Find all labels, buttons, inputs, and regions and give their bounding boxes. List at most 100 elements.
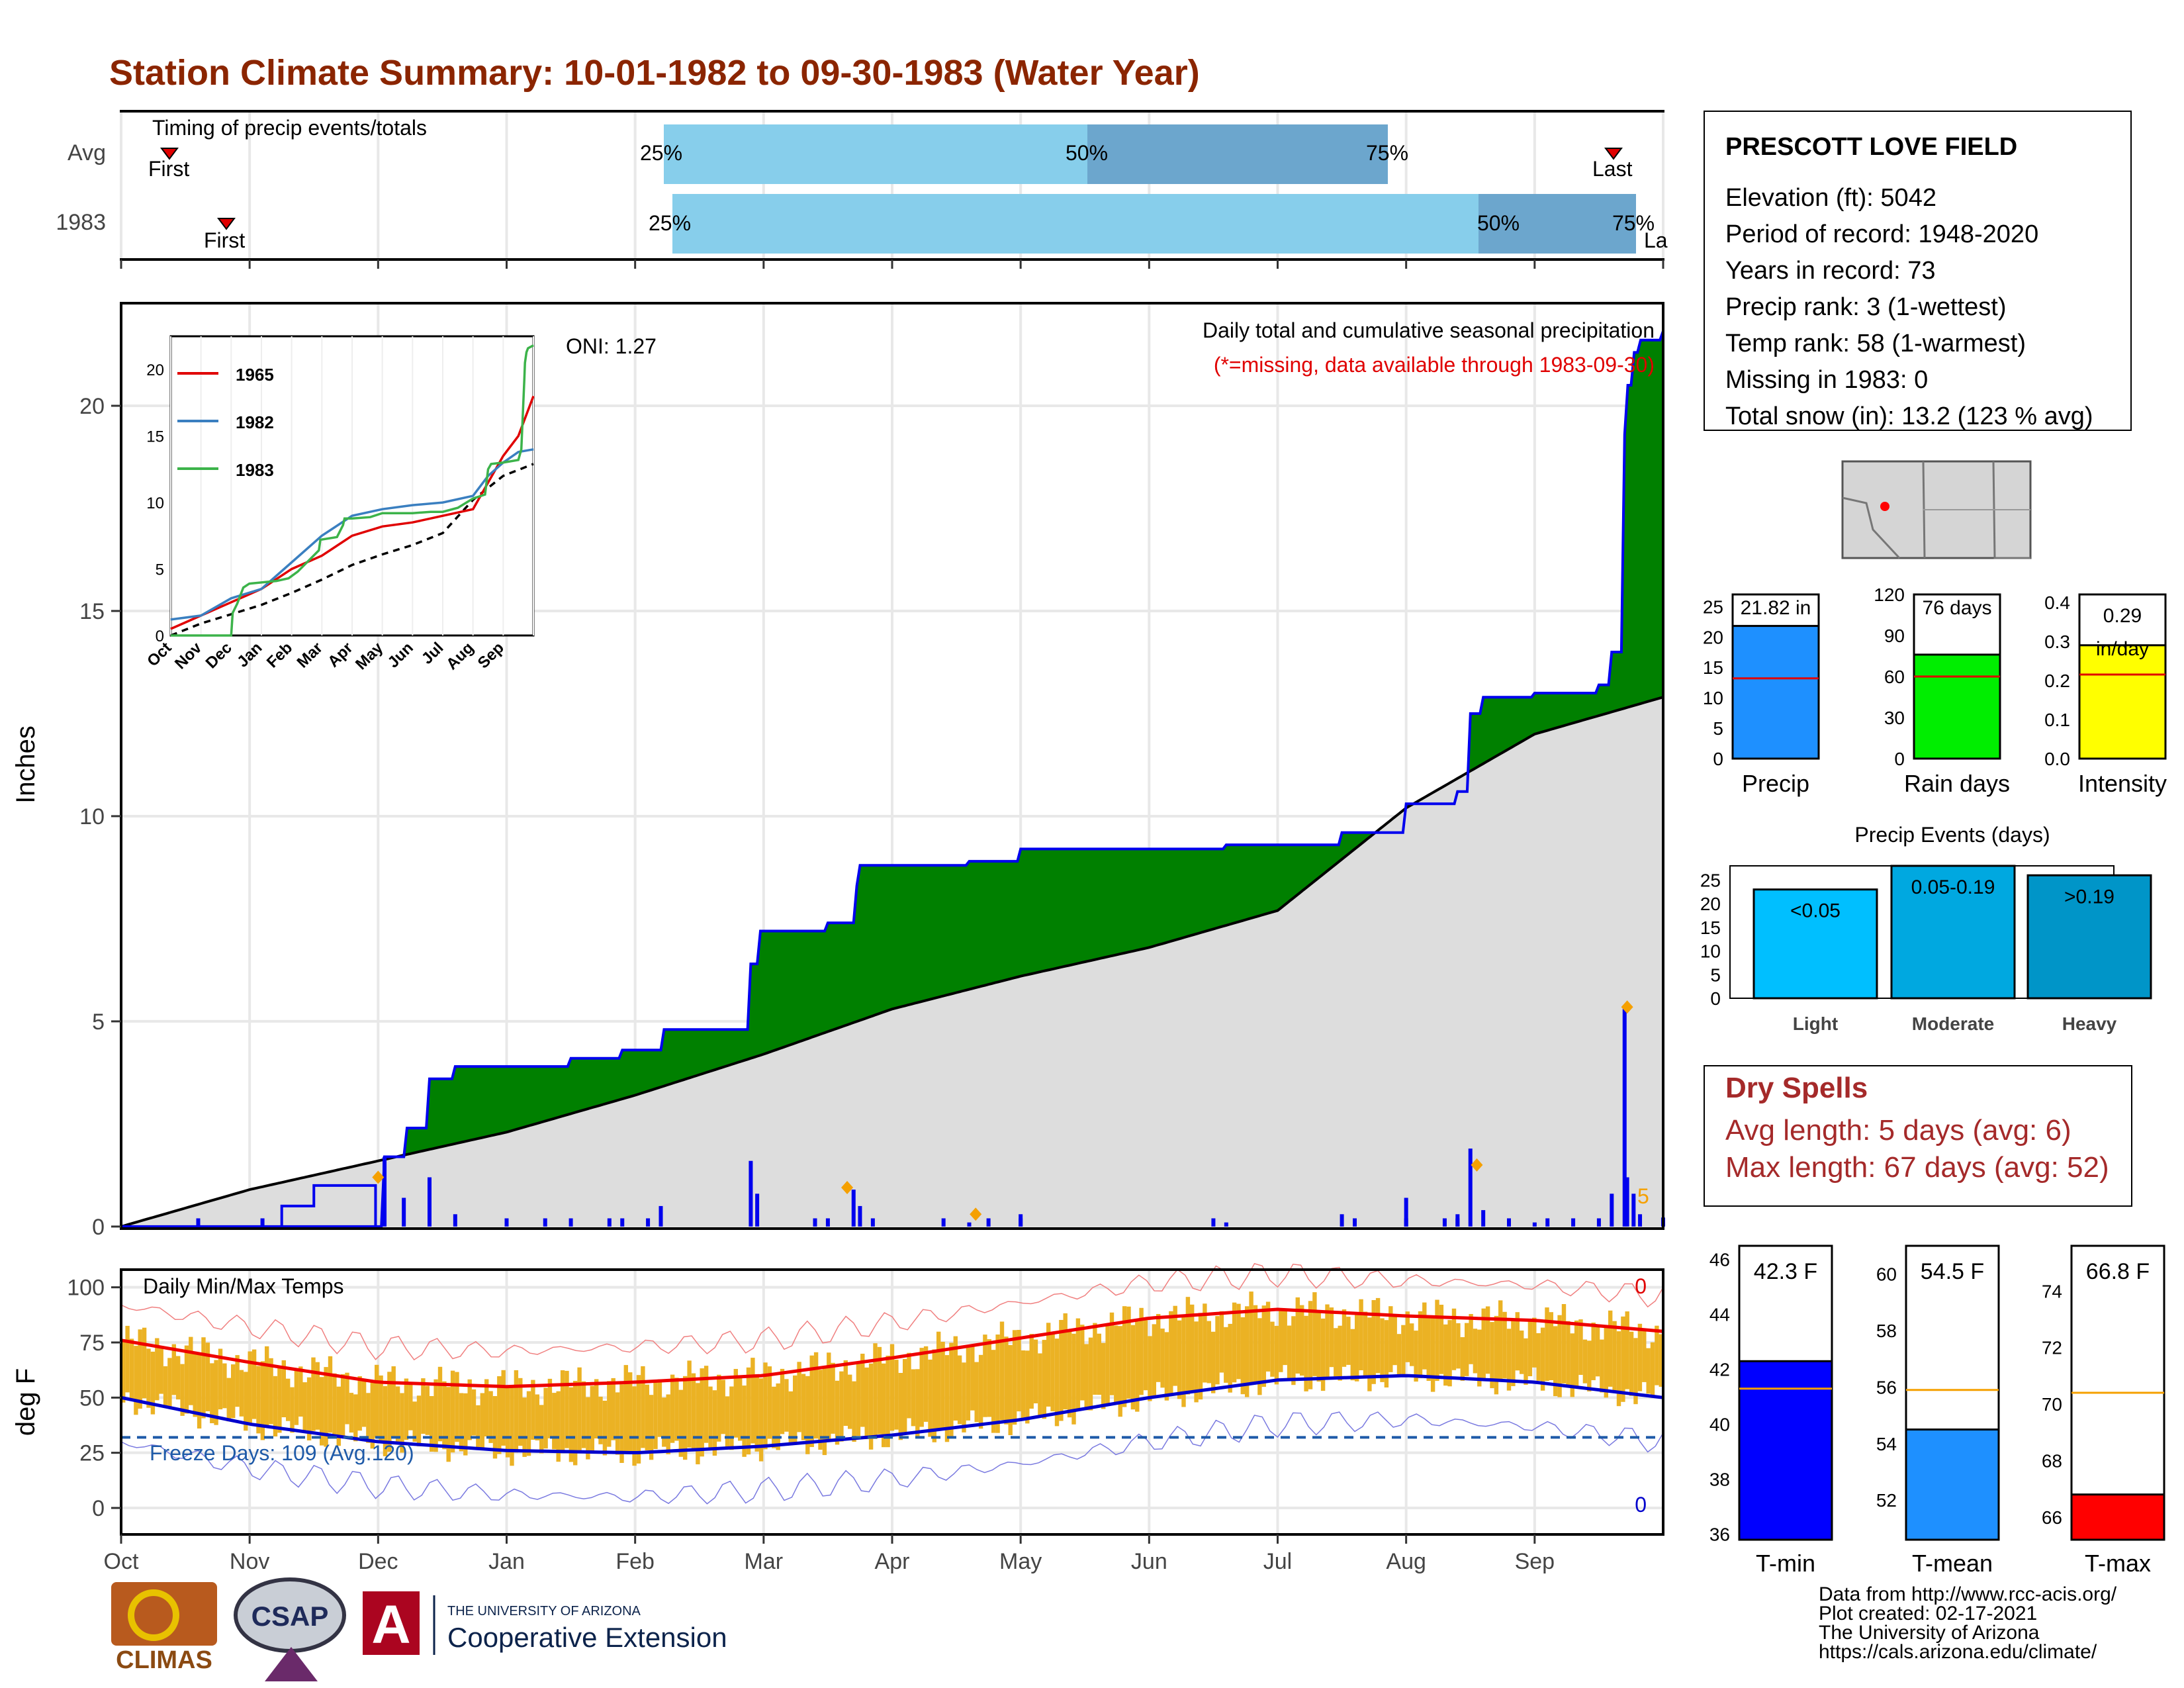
csap-wordmark: CSAP — [251, 1601, 329, 1632]
ua-logo: A THE UNIVERSITY OF ARIZONA Cooperative … — [363, 1591, 727, 1655]
temp-summary-value-0: 42.3 F — [1754, 1259, 1817, 1284]
daily-temp-bar — [1401, 1325, 1406, 1376]
daily-temp-bar — [505, 1387, 510, 1458]
temp-ytick: 75 — [79, 1331, 105, 1356]
daily-temp-bar — [864, 1367, 869, 1440]
daily-temp-bar — [1021, 1350, 1026, 1419]
daily-temp-bar — [1101, 1342, 1106, 1409]
temp-summary-value-1: 54.5 F — [1921, 1259, 1984, 1284]
oni-label: ONI: 1.27 — [566, 334, 657, 358]
daily-temp-bar — [1164, 1332, 1169, 1401]
temp-ytick: 100 — [67, 1276, 105, 1301]
daily-temp-bar — [125, 1325, 130, 1393]
daily-temp-bar — [772, 1386, 776, 1448]
month-label: Mar — [745, 1549, 784, 1574]
daily-temp-bar — [903, 1359, 907, 1432]
daily-temp-bar — [594, 1379, 599, 1438]
daily-precip-bar — [1019, 1218, 1023, 1227]
daily-temp-bar — [1384, 1320, 1389, 1387]
daily-temp-bar — [1439, 1305, 1444, 1374]
summary-ytick: 0 — [1713, 749, 1723, 769]
daily-temp-bar — [1527, 1321, 1533, 1376]
temp-summary-ytick: 36 — [1709, 1524, 1730, 1545]
daily-temp-bar — [923, 1346, 929, 1422]
daily-temp-bar — [1574, 1320, 1579, 1388]
daily-temp-bar — [277, 1367, 282, 1433]
observed-cumulative-line — [121, 330, 1664, 1228]
daily-temp-bar — [653, 1380, 658, 1449]
temp-ytick: 25 — [79, 1441, 105, 1466]
daily-temp-bar — [244, 1372, 248, 1431]
daily-temp-bar — [1498, 1300, 1503, 1382]
precip-panel: 0 5 10 15 20 Inches ONI: 1.27 Daily total an… — [11, 302, 1665, 1240]
events-ytick: 10 — [1700, 941, 1721, 962]
daily-temp-bar — [501, 1370, 506, 1446]
events-range-0: <0.05 — [1790, 900, 1841, 922]
daily-temp-bar — [1312, 1292, 1317, 1376]
daily-temp-bar — [1485, 1306, 1490, 1374]
summary-ytick: 90 — [1884, 626, 1905, 646]
bottom-count: 0 — [1635, 1493, 1647, 1517]
temp-ytick: 0 — [92, 1496, 105, 1521]
daily-temp-bar — [416, 1395, 422, 1446]
daily-temp-bar — [1435, 1299, 1439, 1382]
precip-note: Daily total and cumulative seasonal prec… — [1203, 318, 1655, 342]
q25-1983: 25% — [649, 211, 691, 235]
dry-spells-box: Dry Spells Avg length: 5 days (avg: 6) M… — [1704, 1065, 2132, 1207]
map-state-lines — [1842, 496, 1901, 559]
daily-temp-bar — [746, 1367, 751, 1455]
daily-temp-bar — [1075, 1318, 1081, 1410]
daily-temp-bar — [962, 1362, 966, 1432]
daily-temp-bar — [556, 1391, 561, 1462]
daily-temp-bar — [1097, 1333, 1101, 1395]
daily-temp-bar — [818, 1370, 823, 1450]
summary-ytick: 30 — [1884, 708, 1905, 728]
daily-temp-bar — [1646, 1348, 1651, 1394]
top-count: 0 — [1635, 1274, 1647, 1298]
inset-line-1965 — [170, 395, 535, 630]
daily-precip-bar — [196, 1218, 201, 1227]
daily-precip-bar — [1571, 1218, 1576, 1227]
daily-temp-bar — [882, 1363, 886, 1448]
daily-temp-bar — [569, 1387, 574, 1462]
daily-temp-bar — [1502, 1311, 1507, 1379]
daily-temp-bar — [1177, 1320, 1182, 1399]
temp-summary-bar-2 — [2070, 1493, 2165, 1541]
summary-bar-2 — [2078, 644, 2167, 760]
daily-temp-bar — [1414, 1331, 1418, 1382]
daily-temp-bar — [999, 1321, 1005, 1421]
daily-temp-bar — [146, 1348, 151, 1408]
summary-label-0: Precip — [1742, 770, 1809, 797]
daily-temp-bar — [294, 1370, 299, 1425]
daily-temp-bar — [155, 1338, 159, 1401]
daily-temp-bar — [1396, 1334, 1402, 1377]
daily-temp-bar — [581, 1381, 586, 1448]
temp-panel: 0 25 50 75 100 deg F Daily Min/Max Temps Fre… — [11, 1263, 1664, 1574]
daily-precip-bar — [1545, 1218, 1550, 1227]
avg-first-label: First — [148, 157, 189, 181]
daily-temp-bar — [357, 1376, 362, 1431]
daily-temp-bar — [375, 1364, 379, 1438]
daily-temp-bar — [1490, 1322, 1494, 1389]
precip-ylabel: Inches — [11, 726, 40, 804]
temp-summary-bars: 36 38 40 42 44 46 42.3 F T-min 52 54 56 58 60 54.5 F T… — [1709, 1244, 2165, 1577]
daily-temp-bar — [1067, 1331, 1072, 1418]
daily-temp-bar — [813, 1352, 819, 1439]
csap-mountain-icon — [265, 1647, 318, 1681]
summary-bar-0 — [1731, 625, 1820, 760]
month-label: Oct — [104, 1549, 139, 1574]
daily-temp-bar — [1524, 1338, 1528, 1385]
daily-temp-bar — [632, 1386, 637, 1466]
daily-temp-bar — [856, 1361, 861, 1436]
daily-temp-bar — [408, 1382, 413, 1430]
daily-temp-bar — [1033, 1339, 1038, 1403]
daily-temp-bar — [1198, 1313, 1203, 1400]
daily-temp-bar — [248, 1351, 252, 1425]
daily-temp-bar — [1642, 1329, 1647, 1382]
daily-precip-bar — [1596, 1218, 1601, 1227]
daily-temp-bar — [1659, 1334, 1663, 1387]
daily-temp-bar — [1334, 1328, 1338, 1377]
station-years: Years in record: 73 — [1725, 257, 1936, 285]
daily-temp-bar — [805, 1376, 810, 1454]
daily-temp-bar — [987, 1339, 991, 1417]
